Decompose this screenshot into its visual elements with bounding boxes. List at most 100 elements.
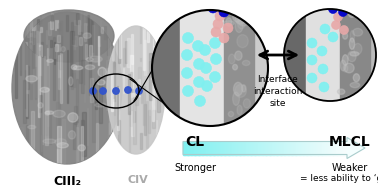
Bar [92, 25, 94, 55]
Ellipse shape [55, 139, 67, 145]
Bar [62, 119, 65, 163]
Circle shape [213, 19, 223, 29]
Bar [109, 70, 111, 134]
Circle shape [211, 27, 221, 37]
Bar [243, 142, 245, 155]
Bar [203, 142, 206, 155]
Bar [57, 126, 61, 164]
Bar [246, 142, 248, 155]
Bar [49, 114, 51, 144]
Bar [229, 142, 231, 155]
Bar [37, 31, 38, 42]
Ellipse shape [12, 12, 122, 164]
Bar [335, 142, 337, 155]
Ellipse shape [350, 52, 359, 56]
Bar [305, 142, 307, 155]
Bar [295, 142, 297, 155]
Bar [112, 103, 114, 125]
Bar [152, 10, 182, 126]
Bar [328, 142, 330, 155]
Bar [53, 37, 55, 100]
Bar [303, 142, 305, 155]
Circle shape [209, 71, 220, 83]
Text: CIV: CIV [128, 175, 149, 185]
Circle shape [339, 25, 349, 34]
Bar [74, 106, 77, 124]
Ellipse shape [237, 16, 245, 29]
Bar [194, 142, 196, 155]
Bar [307, 142, 309, 155]
Bar [198, 142, 200, 155]
Bar [202, 142, 204, 155]
Bar [20, 22, 22, 75]
Bar [306, 9, 346, 101]
Bar [23, 80, 26, 123]
Bar [37, 25, 39, 42]
Bar [217, 142, 219, 155]
Bar [294, 142, 296, 155]
Bar [51, 21, 53, 29]
Bar [265, 142, 267, 155]
Bar [73, 120, 76, 149]
Bar [183, 142, 185, 155]
Bar [340, 142, 342, 155]
Bar [24, 42, 27, 55]
Bar [40, 27, 42, 32]
Bar [287, 142, 289, 155]
Circle shape [183, 33, 194, 44]
Text: Stronger: Stronger [174, 163, 216, 173]
Bar [201, 142, 203, 155]
Bar [39, 32, 40, 49]
Bar [218, 142, 220, 155]
Bar [81, 120, 84, 165]
Bar [107, 60, 110, 110]
Bar [51, 15, 53, 21]
Bar [112, 101, 114, 143]
Bar [114, 39, 115, 69]
Bar [33, 21, 35, 30]
Bar [129, 37, 130, 84]
Circle shape [284, 9, 376, 101]
Bar [73, 50, 75, 87]
Bar [71, 22, 73, 31]
Bar [266, 142, 268, 155]
Ellipse shape [24, 10, 114, 62]
Circle shape [307, 55, 317, 65]
Ellipse shape [78, 145, 85, 151]
Bar [92, 80, 95, 142]
Bar [128, 74, 130, 114]
Bar [220, 142, 222, 155]
Ellipse shape [237, 35, 248, 48]
Bar [247, 142, 249, 155]
Bar [325, 142, 327, 155]
Bar [236, 142, 238, 155]
Bar [309, 142, 311, 155]
Bar [344, 142, 346, 155]
Bar [130, 101, 132, 126]
Ellipse shape [342, 33, 348, 39]
Bar [114, 67, 115, 115]
Bar [76, 13, 79, 24]
Bar [195, 142, 197, 155]
Bar [277, 142, 279, 155]
Bar [223, 142, 225, 155]
Bar [133, 97, 136, 144]
Ellipse shape [90, 56, 102, 62]
Bar [155, 81, 158, 105]
Bar [191, 142, 193, 155]
Bar [331, 142, 333, 155]
Bar [283, 142, 285, 155]
Ellipse shape [353, 74, 359, 82]
Bar [37, 19, 39, 30]
Bar [99, 69, 102, 123]
Bar [90, 78, 93, 102]
Circle shape [125, 87, 131, 93]
Bar [88, 10, 91, 60]
Ellipse shape [98, 67, 106, 77]
Ellipse shape [26, 76, 37, 82]
Ellipse shape [232, 64, 237, 70]
Bar [99, 6, 100, 43]
Bar [84, 23, 85, 41]
Bar [76, 127, 78, 171]
Bar [39, 47, 41, 54]
